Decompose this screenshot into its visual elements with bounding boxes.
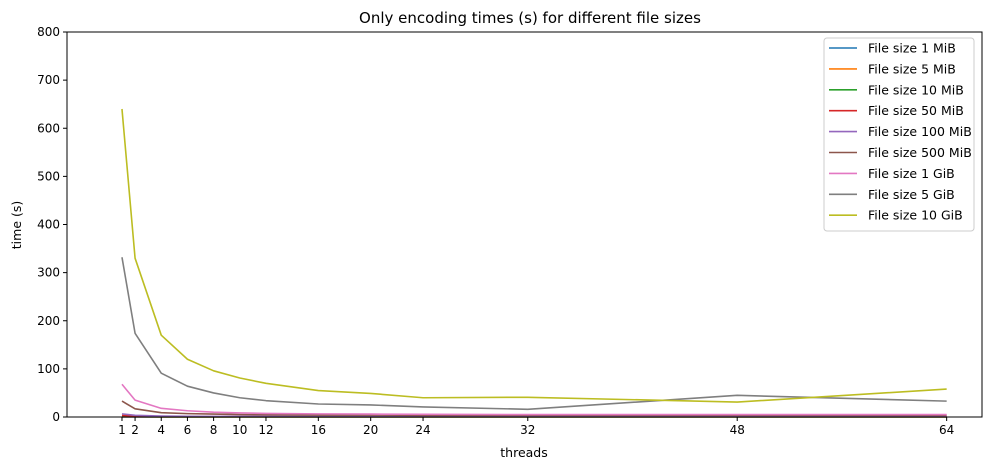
x-tick-label: 1 — [118, 423, 126, 437]
legend-items: File size 1 MiB File size 5 MiB File size … — [829, 41, 972, 223]
x-axis: 1 2 4 6 8 10 12 16 20 24 32 48 64 — [118, 417, 954, 437]
series-lines — [121, 108, 947, 418]
y-tick-label: 0 — [52, 410, 60, 424]
x-tick-label: 6 — [184, 423, 192, 437]
x-tick-label: 64 — [939, 423, 954, 437]
y-tick-label: 400 — [37, 218, 60, 232]
y-tick-label: 300 — [37, 266, 60, 280]
y-axis-title: time (s) — [9, 201, 24, 249]
x-tick-label: 24 — [415, 423, 430, 437]
y-tick-label: 600 — [37, 121, 60, 135]
y-axis: 0 100 200 300 400 500 600 700 800 — [37, 25, 67, 424]
x-tick-label: 16 — [311, 423, 326, 437]
legend: File size 1 MiB File size 5 MiB File size … — [823, 37, 975, 232]
legend-label: File size 500 MiB — [868, 145, 972, 160]
legend-label: File size 10 MiB — [868, 82, 964, 97]
x-axis-title: threads — [500, 445, 548, 460]
legend-label: File size 1 GiB — [868, 166, 955, 181]
x-tick-label: 20 — [363, 423, 378, 437]
x-tick-label: 10 — [232, 423, 247, 437]
y-tick-label: 200 — [37, 314, 60, 328]
legend-frame — [823, 37, 975, 232]
series-line-6 — [121, 383, 947, 416]
x-tick-label: 8 — [210, 423, 218, 437]
series-line-8 — [121, 108, 947, 403]
legend-label: File size 5 MiB — [868, 61, 956, 76]
y-tick-label: 700 — [37, 73, 60, 87]
legend-label: File size 50 MiB — [868, 103, 964, 118]
x-tick-label: 4 — [157, 423, 165, 437]
legend-label: File size 1 MiB — [868, 41, 956, 56]
legend-label: File size 100 MiB — [868, 124, 972, 139]
y-tick-label: 800 — [37, 25, 60, 39]
x-tick-label: 48 — [730, 423, 745, 437]
legend-label: File size 5 GiB — [868, 187, 955, 202]
x-tick-label: 2 — [131, 423, 139, 437]
y-tick-label: 100 — [37, 362, 60, 376]
x-tick-label: 32 — [520, 423, 535, 437]
chart-title: Only encoding times (s) for different fi… — [359, 9, 701, 27]
y-tick-label: 500 — [37, 169, 60, 183]
x-tick-label: 12 — [258, 423, 273, 437]
legend-label: File size 10 GiB — [868, 208, 963, 223]
series-line-7 — [121, 257, 947, 411]
